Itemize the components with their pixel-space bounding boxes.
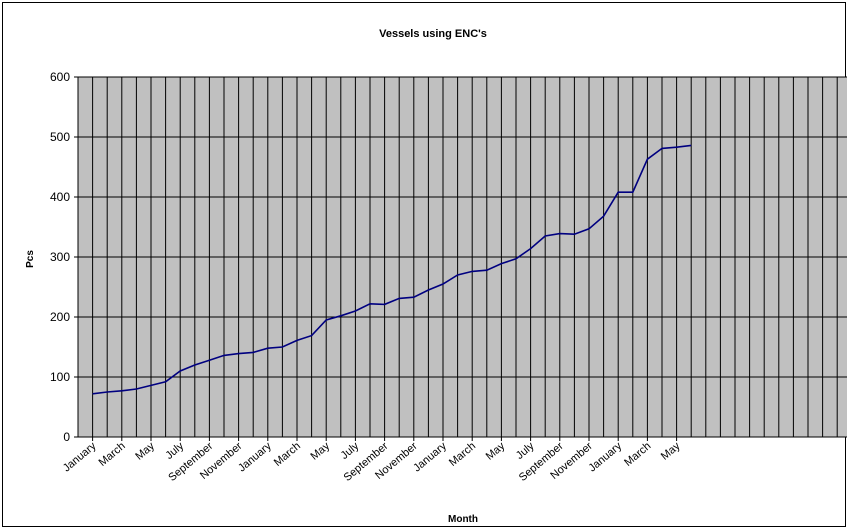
y-tick-label: 200: [50, 310, 70, 324]
y-tick-label: 600: [50, 70, 70, 84]
y-tick-label: 500: [50, 130, 70, 144]
y-tick-label: 400: [50, 190, 70, 204]
x-tick-label: January: [586, 440, 624, 475]
x-tick-label: January: [236, 440, 274, 475]
x-tick-label: May: [133, 440, 157, 463]
x-tick-label: March: [97, 440, 128, 469]
x-tick-label: March: [622, 440, 653, 469]
chart-title: Vessels using ENC's: [379, 28, 487, 40]
y-tick-label: 0: [63, 430, 70, 444]
x-tick-label: January: [61, 440, 99, 475]
x-tick-label: July: [163, 440, 186, 462]
x-tick-label: May: [308, 440, 332, 463]
y-tick-label: 100: [50, 370, 70, 384]
x-tick-label: May: [484, 440, 508, 463]
x-tick-label: March: [447, 440, 478, 469]
x-tick-label: July: [339, 440, 362, 462]
x-tick-label: March: [272, 440, 303, 469]
x-tick-label: May: [659, 440, 683, 463]
y-tick-label: 300: [50, 250, 70, 264]
x-axis-title: Month: [448, 514, 478, 525]
line-chart: Vessels using ENC's 0100200300400500600 …: [25, 28, 847, 525]
x-tick-label: January: [411, 440, 449, 475]
horizontal-gridlines: [78, 76, 847, 378]
x-tick-label: July: [514, 440, 537, 462]
series-line-vessels: [92, 144, 692, 395]
y-axis-title: Pcs: [25, 250, 36, 268]
y-axis-ticks: 0 100 200 300 400 500 600: [50, 70, 78, 444]
